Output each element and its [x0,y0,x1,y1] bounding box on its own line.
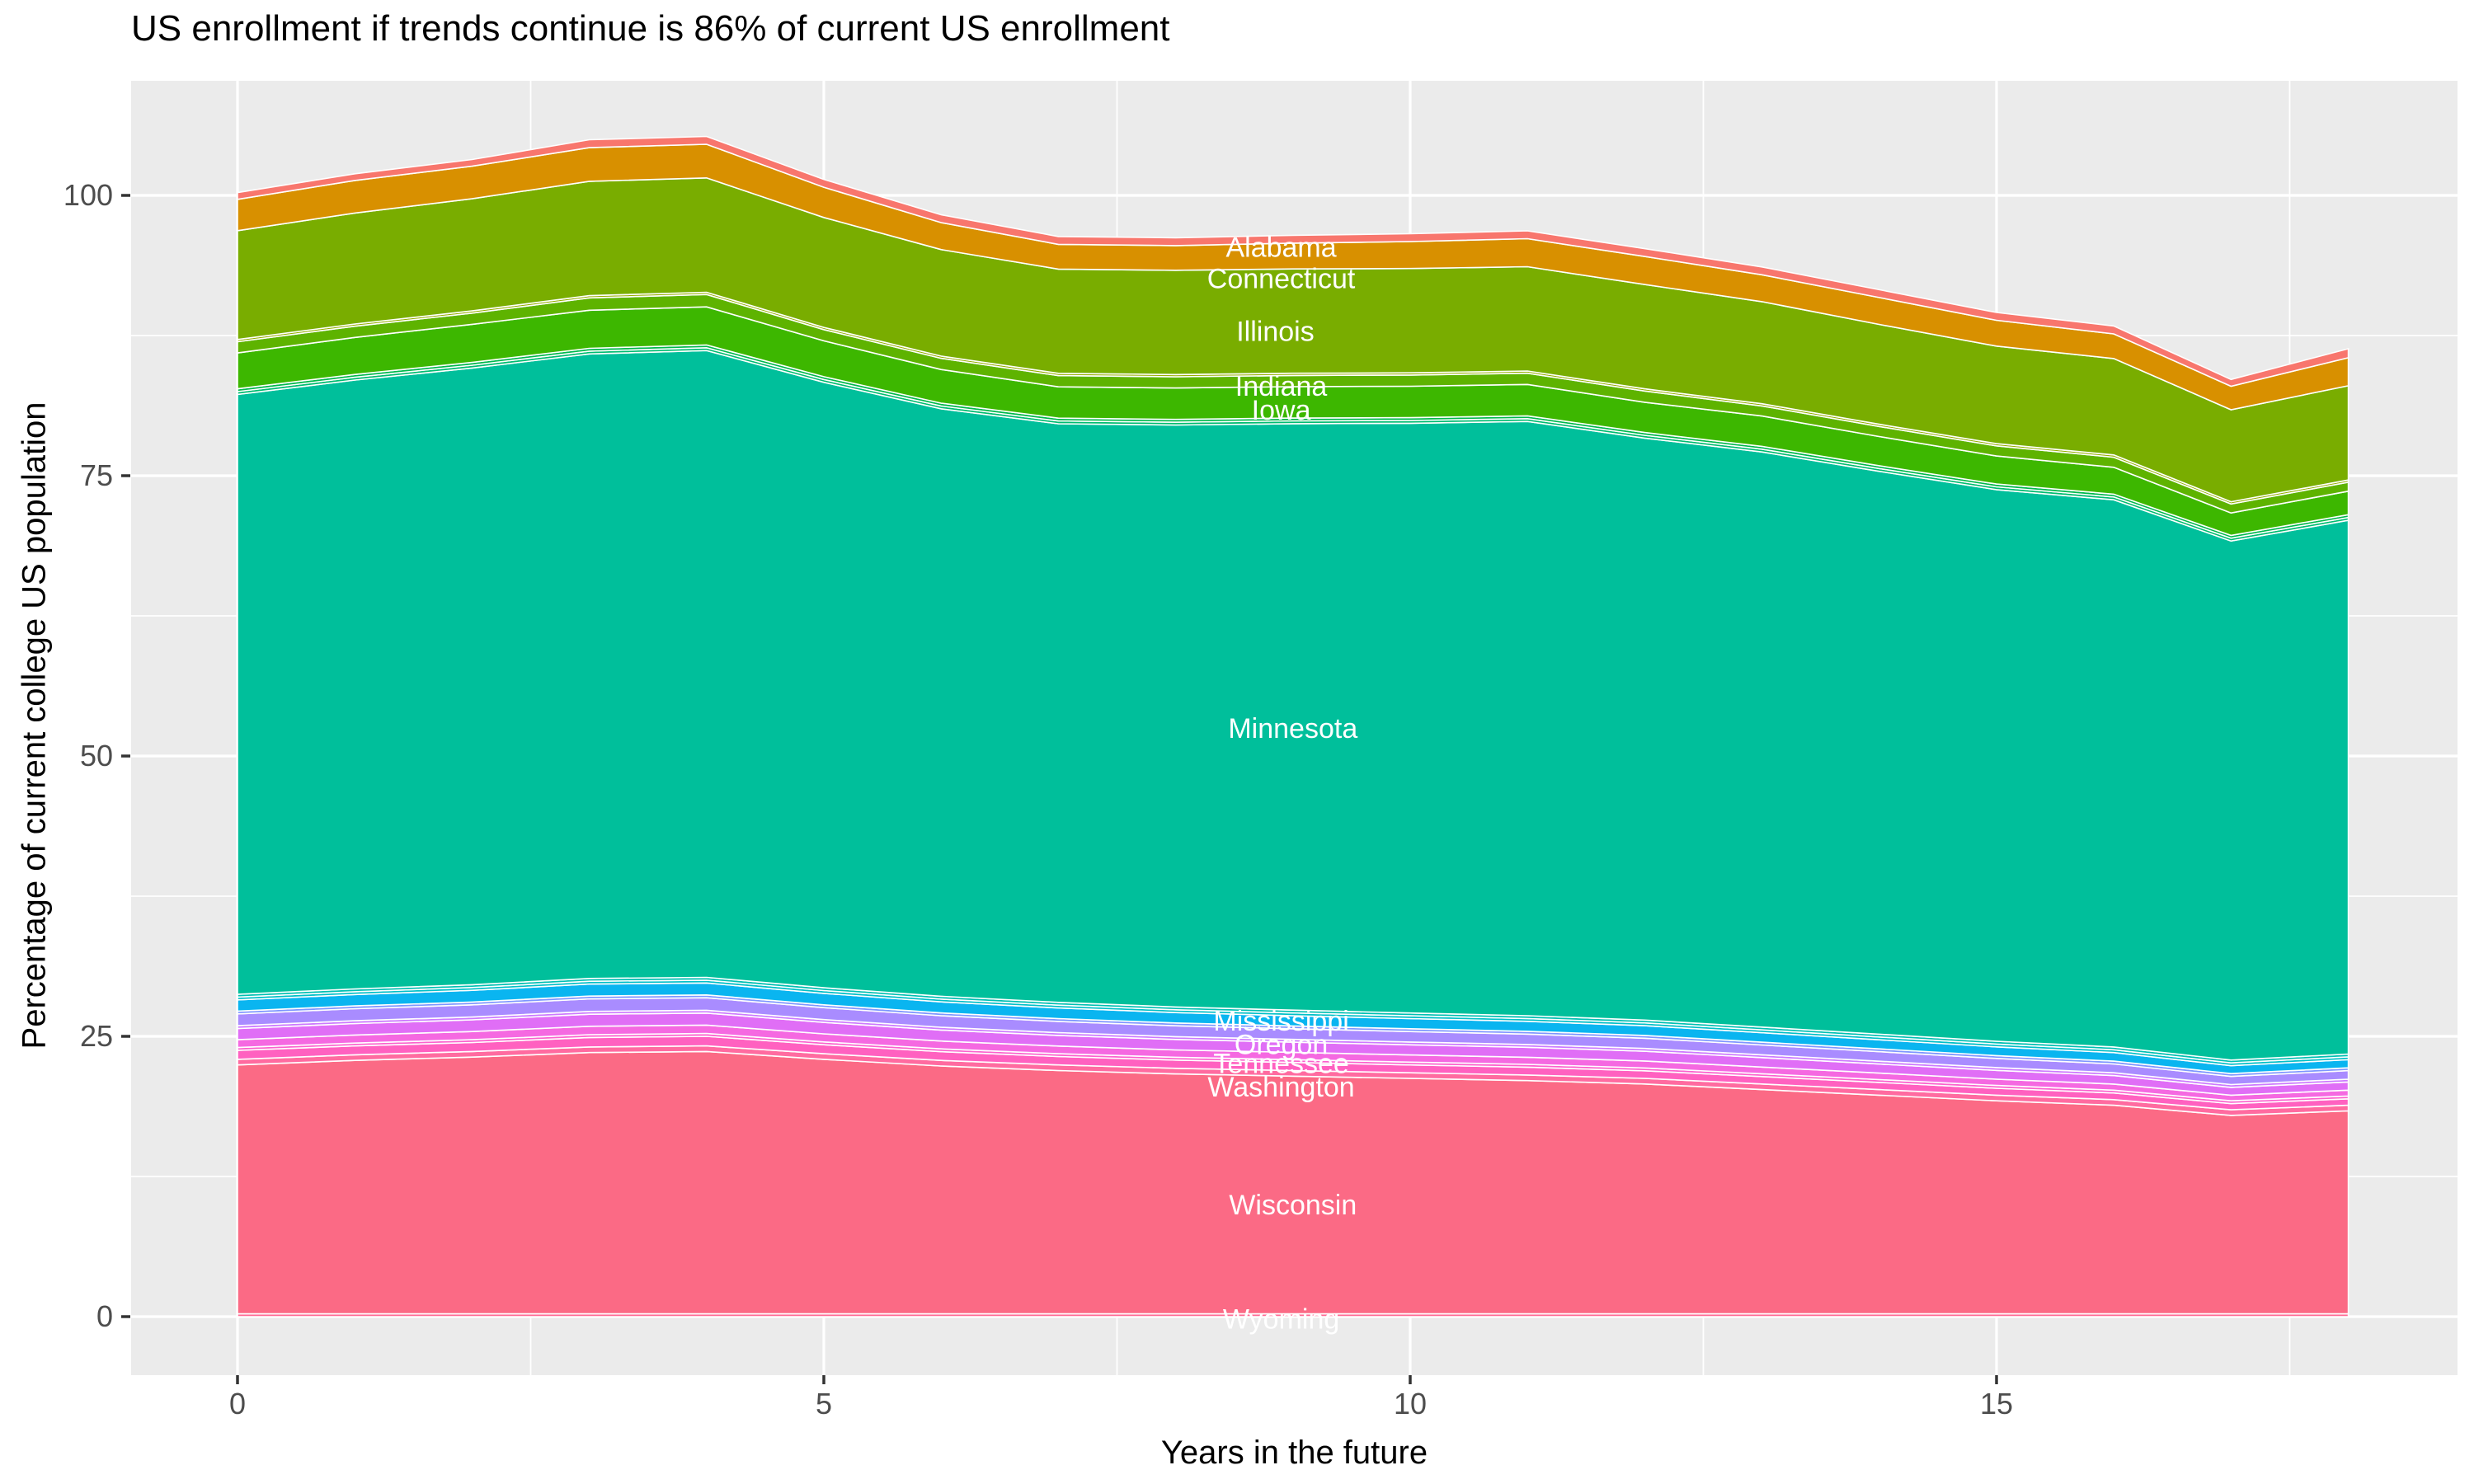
axis-ticks [121,194,1998,1384]
area-label-connecticut: Connecticut [1207,264,1356,295]
area-label-oregon: Oregon [1235,1030,1328,1061]
y-axis-title: Percentage of current college US populat… [16,402,53,1050]
y-tick-label: 0 [96,1299,113,1333]
area-label-tennessee: Tennessee [1213,1049,1348,1080]
area-label-illinois: Illinois [1236,317,1314,348]
x-axis-title: Years in the future [1160,1435,1428,1471]
x-tick-label: 0 [229,1387,246,1421]
area-alabama [237,135,2349,387]
x-tick-label: 10 [1394,1387,1427,1421]
axis-tick-labels: 0 5 10 15 0 25 50 75 100 [63,178,2013,1421]
y-tick-label: 100 [63,178,113,212]
y-tick-label: 25 [80,1019,113,1053]
area-label-alabama: Alabama [1225,232,1336,264]
x-tick-label: 5 [816,1387,832,1421]
y-tick-label: 75 [80,458,113,492]
area-label-indiana: Indiana [1235,371,1328,402]
x-tick-label: 15 [1980,1387,2013,1421]
y-tick-label: 50 [80,739,113,773]
area-label-wyoming: Wyoming [1223,1304,1339,1336]
area-label-mississippi: Mississippi [1213,1006,1348,1037]
area-label-minnesota: Minnesota [1228,713,1357,744]
area-series [237,135,2349,1317]
area-label-wisconsin: Wisconsin [1229,1190,1357,1221]
plot-title: US enrollment if trends continue is 86% … [131,8,1170,49]
area-label-washington: Washington [1207,1072,1354,1103]
area-label-iowa: Iowa [1252,395,1311,426]
